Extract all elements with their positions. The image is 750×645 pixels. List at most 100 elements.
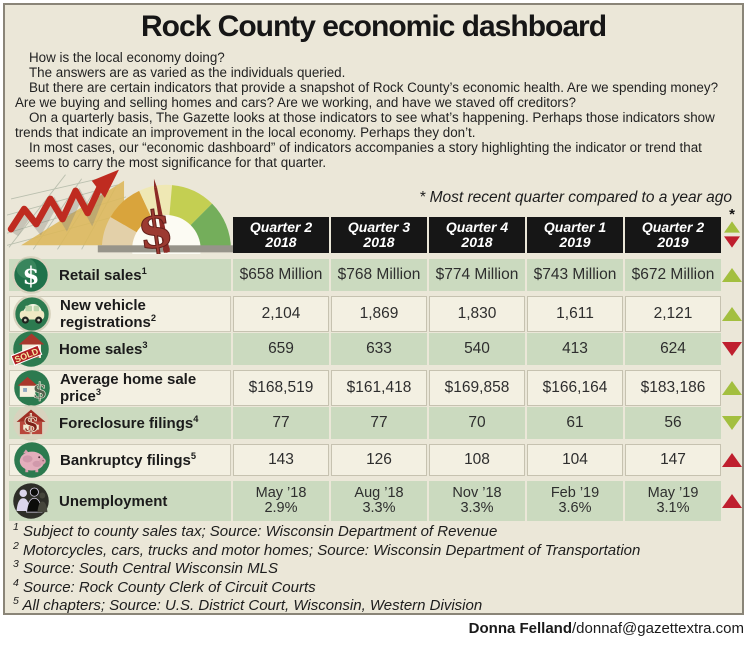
value-cell: $161,418 — [331, 370, 427, 406]
value-cell: $658 Million — [233, 259, 329, 291]
trend-cell — [722, 259, 742, 291]
value-cell: 147 — [625, 444, 721, 476]
value-cell: 2,104 — [233, 296, 329, 332]
indicator-label: Average home sale price3 — [60, 371, 197, 405]
comparison-note: * Most recent quarter compared to a year… — [419, 189, 732, 206]
value-cell: 56 — [625, 407, 721, 439]
value-cell: $768 Million — [331, 259, 427, 291]
dashboard-illustration: $ — [6, 168, 237, 284]
trend-down-legend-icon — [724, 236, 740, 248]
value-cell: $168,519 — [233, 370, 329, 406]
value-cell: 70 — [429, 407, 525, 439]
indicator-label-cell: Bankruptcy filings5 — [9, 442, 231, 478]
table-row-unemployment: Unemployment May ’18 2.9% Aug ’18 3.3% Nov ’1… — [9, 481, 742, 521]
svg-text:$: $ — [134, 198, 177, 254]
trend-legend: * — [723, 207, 741, 253]
value-cell: 126 — [331, 444, 427, 476]
dashboard-frame: Rock County economic dashboard How is th… — [3, 3, 744, 615]
indicator-label-cell: $ Retail sales1 — [9, 256, 231, 294]
table-row-bankruptcy-filings: Bankruptcy filings5 143 126 108 104 147 — [9, 442, 742, 478]
dollar-coin-icon: $ — [11, 255, 51, 295]
table-body: $ Retail sales1 $658 Million $768 Million $7… — [9, 256, 742, 521]
value-cell: Feb ’19 3.6% — [527, 481, 623, 521]
indicator-table: Quarter 2 2018 Quarter 3 2018 Quarter 4 2018 Q… — [9, 207, 742, 526]
column-header-quarter-label: Quarter 2 — [249, 219, 313, 235]
value-cell: 108 — [429, 444, 525, 476]
table-row-average-home-sale-price: $ Average home sale price3 $168,519 $161,41… — [9, 370, 742, 406]
value-period: Aug ’18 — [354, 485, 404, 501]
footnote-reference: 3 — [142, 339, 148, 350]
table-row-new-vehicle-registrations: New vehicle registrations2 2,104 1,869 1,83… — [9, 295, 742, 333]
footnote-reference: 4 — [193, 413, 199, 424]
value-cell: $774 Million — [429, 259, 525, 291]
column-header-quarter-3-2018: Quarter 3 2018 — [331, 217, 427, 253]
indicator-label: Home sales3 — [59, 339, 148, 358]
value-cell: Nov ’18 3.3% — [429, 481, 525, 521]
intro-paragraph-2: The answers are as varied as the individ… — [29, 65, 346, 80]
value-cell: $166,164 — [527, 370, 623, 406]
indicator-label: Bankruptcy filings5 — [60, 450, 197, 469]
credit-line: Donna Felland/donnaf@gazettextra.com — [469, 620, 744, 637]
value-cell: $743 Million — [527, 259, 623, 291]
footnote-4: 4 Source: Rock County Clerk of Circuit C… — [13, 576, 316, 596]
footnote-2: 2 Motorcycles, cars, trucks and motor ho… — [13, 539, 641, 559]
trend-cell — [722, 444, 742, 476]
table-header-spacer — [9, 217, 231, 253]
gauge-chart-art-icon: $ — [6, 169, 237, 284]
indicator-label-cell: $ Foreclosure filings4 — [9, 405, 231, 441]
value-cell: 659 — [233, 333, 329, 365]
footnote-reference: 5 — [190, 450, 197, 461]
value-cell: 77 — [331, 407, 427, 439]
foreclosure-house-icon: $ — [11, 403, 51, 443]
trend-up-green-icon — [722, 307, 742, 321]
trend-up-green-icon — [722, 268, 742, 282]
column-header-year-label: 2019 — [657, 234, 689, 250]
trend-up-green-icon — [722, 381, 742, 395]
value-period: May ’18 — [255, 485, 307, 501]
svg-text:$: $ — [22, 261, 39, 290]
column-header-quarter-1-2019: Quarter 1 2019 — [527, 217, 623, 253]
value-percent: 3.3% — [362, 500, 396, 516]
column-header-year-label: 2018 — [461, 234, 493, 250]
workers-icon — [11, 481, 51, 521]
value-cell: 1,869 — [331, 296, 427, 332]
column-header-year-label: 2018 — [363, 234, 395, 250]
house-dollar-icon: $ — [12, 368, 52, 408]
value-cell: 633 — [331, 333, 427, 365]
intro-paragraph-1: How is the local economy doing? — [29, 50, 225, 65]
column-header-quarter-label: Quarter 3 — [347, 219, 411, 235]
footnote-marker: 5 — [13, 595, 19, 607]
column-header-quarter-4-2018: Quarter 4 2018 — [429, 217, 525, 253]
footnote-reference: 2 — [150, 313, 157, 323]
value-cell: May ’18 2.9% — [233, 481, 329, 521]
value-cell: $169,858 — [429, 370, 525, 406]
indicator-label-cell: SOLD Home sales3 — [9, 331, 231, 367]
footnotes: 1 Subject to county sales tax; Source: W… — [13, 521, 734, 616]
value-cell: $183,186 — [625, 370, 721, 406]
svg-text:$: $ — [32, 378, 47, 403]
credit-contact: /donnaf@gazettextra.com — [572, 620, 744, 637]
column-header-quarter-2-2018: Quarter 2 2018 — [233, 217, 329, 253]
value-cell: 540 — [429, 333, 525, 365]
footnote-reference: 1 — [141, 265, 147, 276]
column-header-year-label: 2018 — [265, 234, 297, 250]
intro-text: How is the local economy doing? The answe… — [15, 50, 734, 170]
column-header-quarter-label: Quarter 2 — [641, 219, 705, 235]
piggy-bank-icon — [12, 440, 52, 480]
car-icon — [12, 294, 52, 334]
trend-cell — [722, 481, 742, 521]
column-header-year-label: 2019 — [559, 234, 591, 250]
indicator-label-cell: Unemployment — [9, 481, 231, 521]
footnote-1: 1 Subject to county sales tax; Source: W… — [13, 521, 498, 540]
footnote-marker: 2 — [13, 539, 19, 552]
trend-cell — [722, 370, 742, 406]
column-header-quarter-label: Quarter 1 — [543, 219, 607, 235]
credit-author: Donna Felland — [468, 620, 572, 637]
value-cell: 2,121 — [625, 296, 721, 332]
table-header-row: Quarter 2 2018 Quarter 3 2018 Quarter 4 2018 Q… — [9, 207, 741, 253]
trend-down-green-icon — [722, 416, 742, 430]
value-cell: 104 — [527, 444, 623, 476]
value-cell: 1,830 — [429, 296, 525, 332]
table-row-retail-sales: $ Retail sales1 $658 Million $768 Million $7… — [9, 256, 742, 294]
